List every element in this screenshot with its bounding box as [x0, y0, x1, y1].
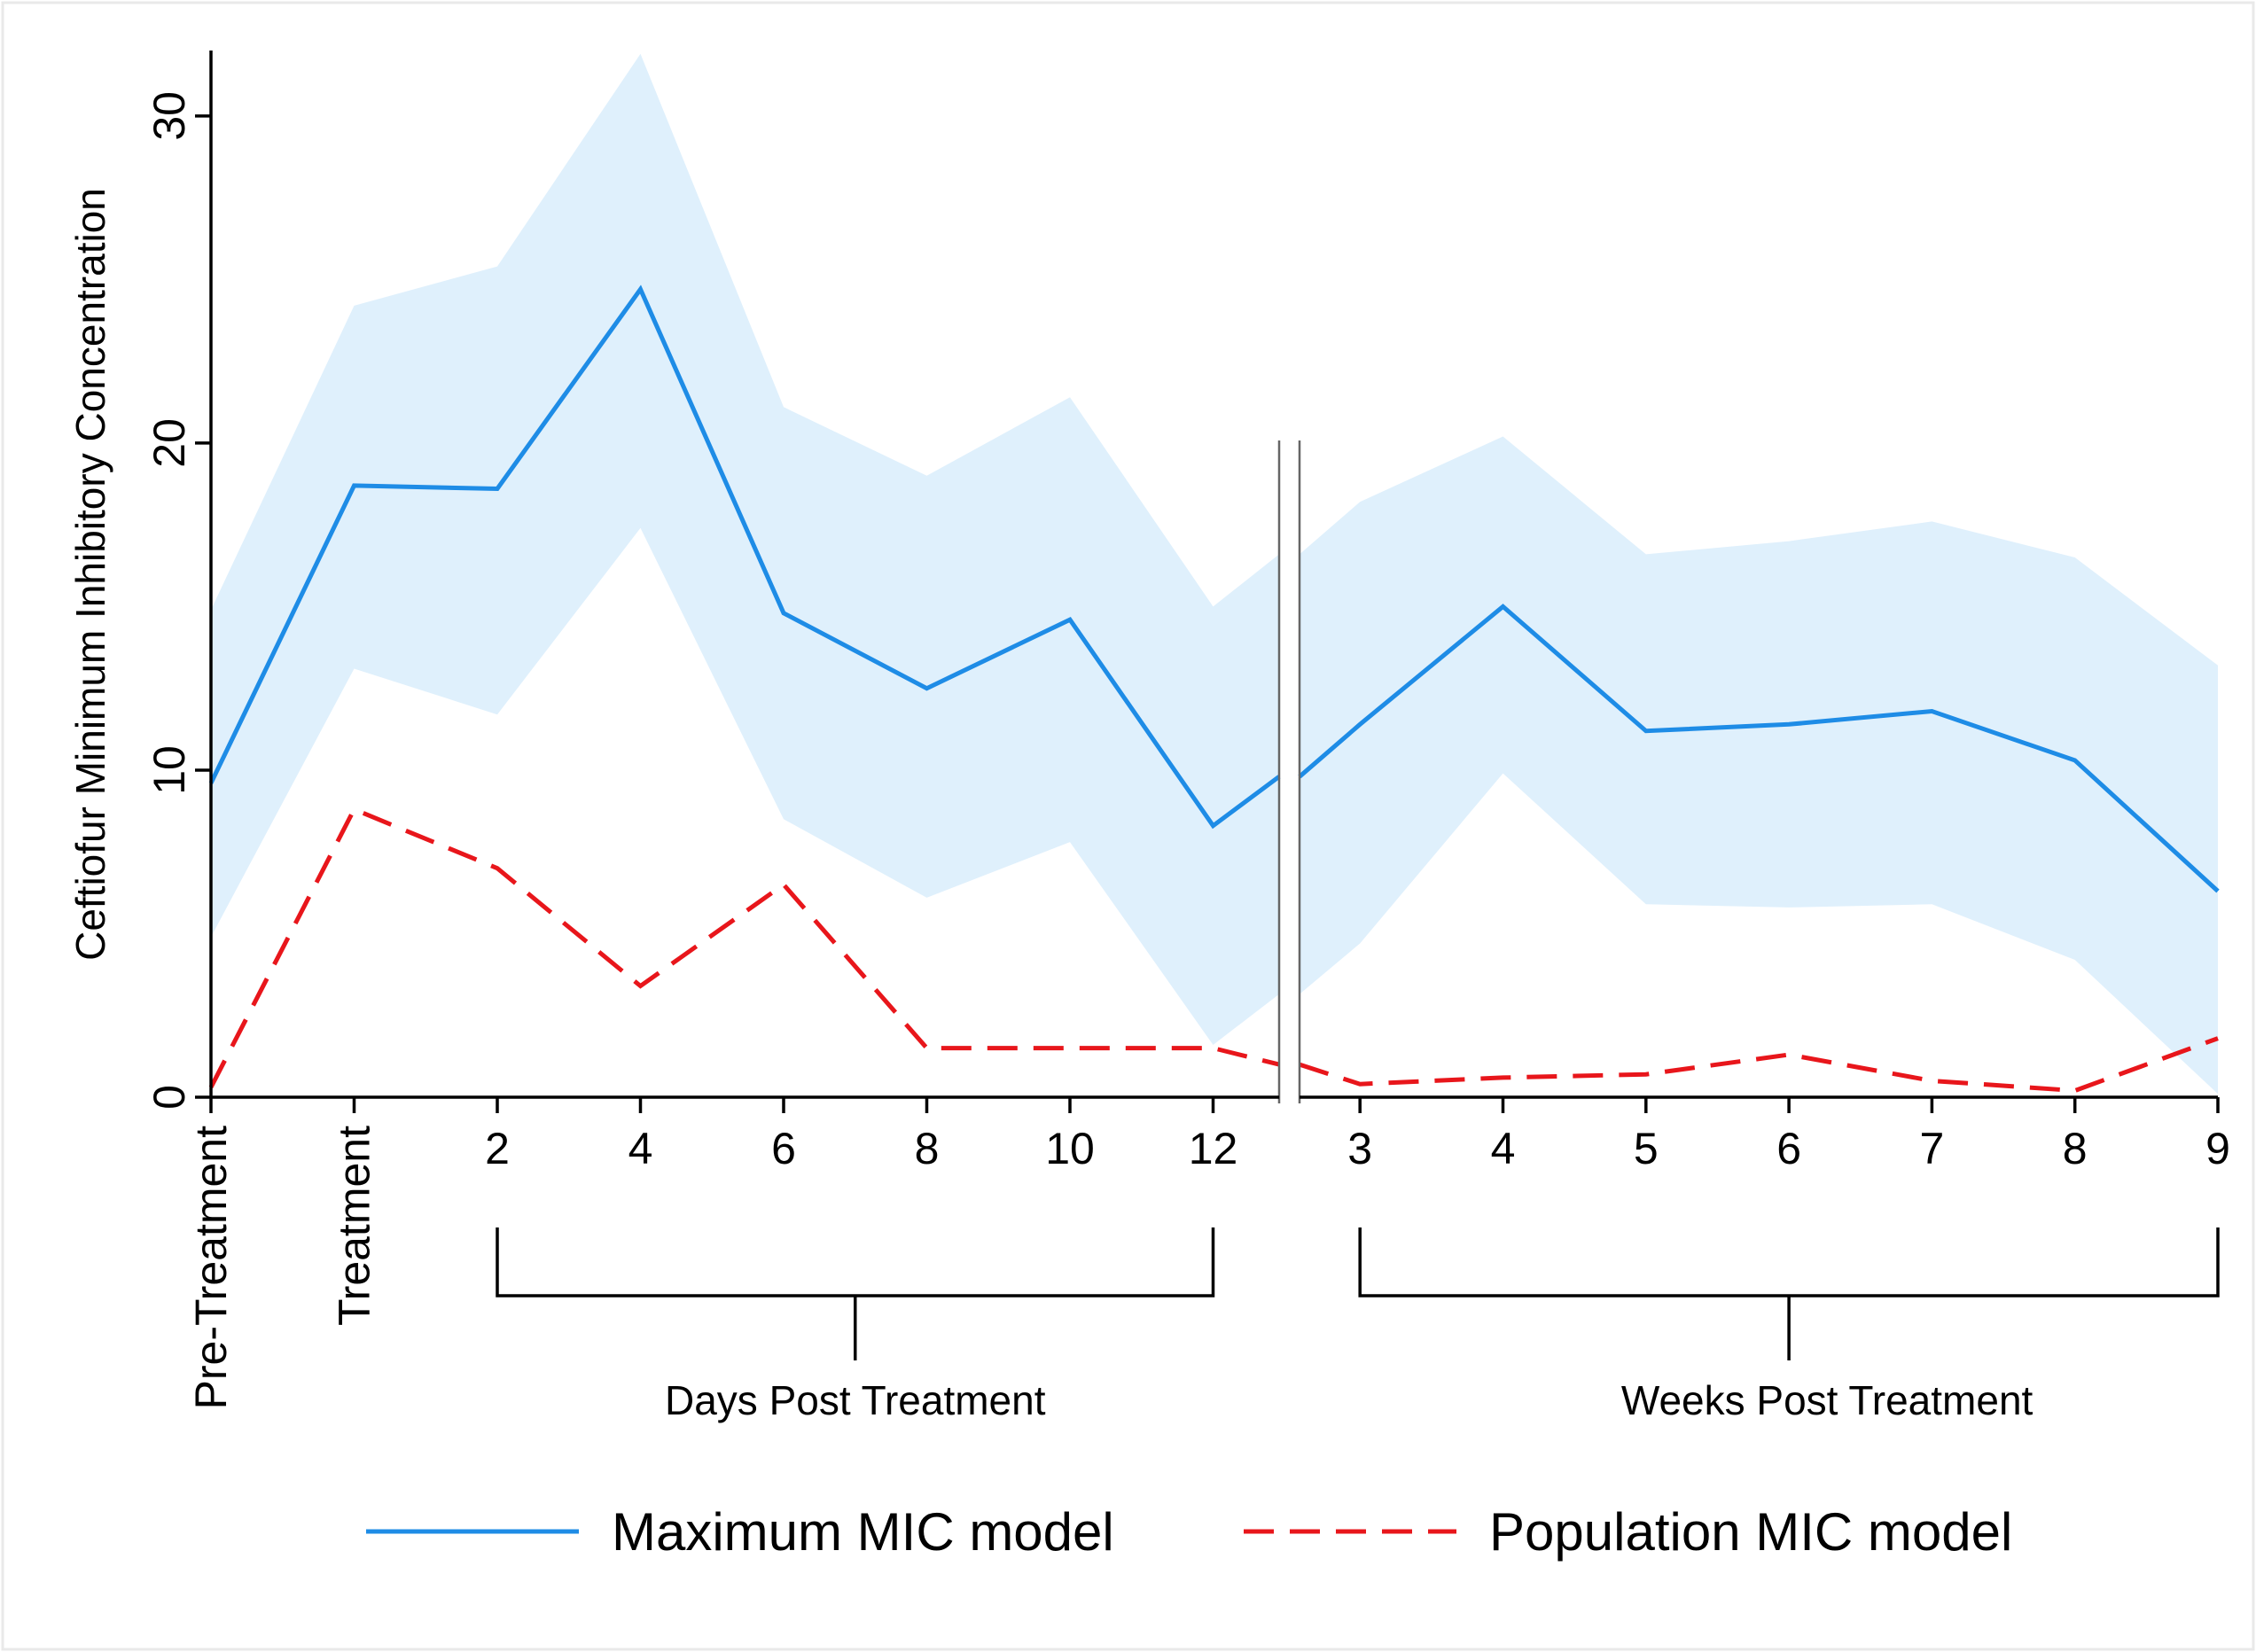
legend: Maximum MIC model Population MIC model [366, 1502, 2012, 1562]
x-tick-label: 2 [485, 1124, 510, 1173]
axes: 0 10 20 30 Pre-Treatment Treatment 2 4 6 8 10 12 3 4 5… [144, 51, 2230, 1409]
y-tick-label: 30 [144, 91, 194, 141]
x-tick-label: 12 [1189, 1124, 1238, 1173]
legend-pop-mic-label: Population MIC model [1489, 1502, 2012, 1562]
confidence-bands [211, 53, 2218, 1095]
x-tick-label: Pre-Treatment [186, 1126, 236, 1410]
x-tick-label: 9 [2205, 1124, 2230, 1173]
x-groups: Days Post Treatment Weeks Post Treatment [496, 1227, 2220, 1423]
x-tick-label: 4 [1491, 1124, 1516, 1173]
y-tick-label: 0 [144, 1085, 194, 1110]
x-tick-label: 6 [1776, 1124, 1801, 1173]
days-bracket [496, 1227, 1215, 1360]
max-mic-line-weeks [1298, 604, 2220, 893]
x-tick-label: 6 [771, 1124, 796, 1173]
max-mic-line-days [208, 284, 1281, 830]
x-tick-label: 4 [628, 1124, 653, 1173]
x-tick-label: 8 [915, 1124, 940, 1173]
legend-max-mic-label: Maximum MIC model [612, 1502, 1114, 1562]
x-tick-label: 7 [1919, 1124, 1944, 1173]
ci-band-weeks [1300, 436, 2218, 1095]
x-tick-label: 3 [1347, 1124, 1372, 1173]
series-lines [208, 284, 2220, 1094]
days-post-treatment-label: Days Post Treatment [665, 1377, 1046, 1423]
weeks-post-treatment-label: Weeks Post Treatment [1621, 1377, 2034, 1423]
x-tick-label: 10 [1045, 1124, 1095, 1173]
x-tick-label: 8 [2063, 1124, 2088, 1173]
y-tick-label: 10 [144, 745, 194, 795]
ci-band-days [211, 53, 1279, 1046]
y-tick-label: 20 [144, 418, 194, 468]
y-axis-label: Ceftiofur Minimum Inhibitory Concentrati… [67, 188, 113, 961]
x-tick-label: Treatment [330, 1126, 379, 1326]
x-tick-label: 5 [1634, 1124, 1659, 1173]
axis-break [1277, 440, 1301, 1103]
weeks-bracket [1358, 1227, 2220, 1360]
pop-mic-line-weeks [1299, 1036, 2219, 1094]
